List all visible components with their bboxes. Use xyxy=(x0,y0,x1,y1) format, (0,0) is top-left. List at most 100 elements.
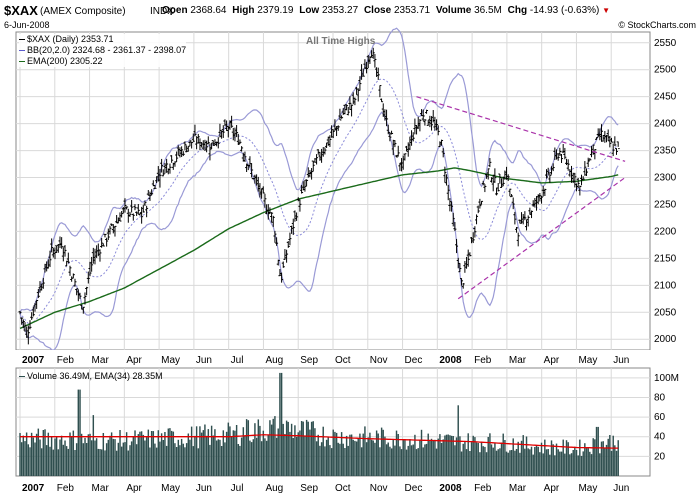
volume-bar xyxy=(555,443,558,476)
volume-bar xyxy=(469,451,471,476)
volume-bar xyxy=(604,448,606,476)
volume-bar xyxy=(595,426,598,476)
price-grid xyxy=(16,32,650,350)
volume-bar xyxy=(312,421,314,476)
x-axis-label-top: Sep xyxy=(300,355,318,366)
price-bar xyxy=(430,116,434,131)
volume-ema-line xyxy=(20,434,619,449)
x-axis-label-bottom: Mar xyxy=(92,483,110,494)
x-axis-label-bottom: Apr xyxy=(544,483,560,494)
price-bar xyxy=(616,141,620,150)
price-bar xyxy=(303,180,307,192)
volume-bar xyxy=(274,416,276,476)
volume-bar xyxy=(185,443,188,476)
volume-bar xyxy=(322,426,324,476)
price-bar xyxy=(240,146,244,152)
volume-bar xyxy=(377,433,379,476)
price-bar xyxy=(281,261,285,268)
price-bar xyxy=(193,124,197,137)
x-axis-label-top: Mar xyxy=(92,355,110,366)
volume-bar xyxy=(215,440,218,476)
volume-bar xyxy=(132,436,135,476)
volume-bar xyxy=(102,433,105,476)
price-bar xyxy=(98,249,102,262)
volume-bar xyxy=(117,442,120,476)
volume-bar xyxy=(397,434,399,476)
volume-bar xyxy=(612,435,614,476)
volume-bar xyxy=(554,455,556,476)
x-axis-label-bottom: Mar xyxy=(509,483,527,494)
volume-bar xyxy=(372,440,374,476)
volume-y-tick-label: 20 xyxy=(654,451,666,462)
volume-bar xyxy=(325,439,328,476)
price-bar xyxy=(418,119,422,132)
volume-bar xyxy=(264,438,266,476)
volume-bar xyxy=(492,447,494,476)
volume-bar xyxy=(275,437,278,476)
price-bar xyxy=(165,158,169,173)
volume-bar xyxy=(452,436,454,476)
volume-bars xyxy=(19,372,619,476)
volume-bar xyxy=(405,449,408,476)
volume-bar xyxy=(22,435,25,476)
price-bar xyxy=(378,85,382,98)
price-bar xyxy=(373,54,377,68)
volume-legend: Volume 36.49M, EMA(34) 28.35M xyxy=(19,371,163,381)
volume-bar xyxy=(19,433,21,476)
volume-bar xyxy=(260,441,263,476)
price-bar xyxy=(196,133,200,144)
legend-price: $XAX (Daily) 2353.71 xyxy=(19,34,186,45)
volume-bar xyxy=(42,430,45,476)
bollinger-bands xyxy=(19,27,619,350)
volume-bar xyxy=(57,449,60,476)
bb-legend-swatch xyxy=(19,50,25,52)
volume-bar xyxy=(174,443,176,476)
volume-bar xyxy=(340,432,343,476)
volume-bar xyxy=(385,444,388,476)
volume-bar xyxy=(187,433,190,476)
volume-bar xyxy=(30,432,33,476)
volume-bar xyxy=(40,448,43,476)
volume-bar xyxy=(424,444,426,476)
volume-bar xyxy=(565,440,568,476)
volume-bar xyxy=(220,446,223,476)
price-bar xyxy=(545,169,549,179)
volume-bar xyxy=(394,445,396,476)
volume-bar xyxy=(332,429,334,476)
volume-bar xyxy=(482,446,484,476)
volume-bar xyxy=(420,429,423,476)
volume-bar xyxy=(362,433,364,476)
low-value: 2353.27 xyxy=(322,5,359,16)
price-bar xyxy=(238,139,242,145)
price-bar xyxy=(496,183,500,192)
price-bar xyxy=(578,185,582,196)
volume-bar xyxy=(559,451,561,476)
price-y-tick-label: 2350 xyxy=(654,146,677,157)
volume-bar xyxy=(600,441,603,476)
price-bar xyxy=(181,151,185,157)
price-bar xyxy=(75,288,79,296)
volume-bar xyxy=(587,448,589,476)
volume-bar xyxy=(462,443,464,476)
volume-bar xyxy=(535,445,538,476)
price-bar xyxy=(206,136,210,145)
volume-bar xyxy=(530,446,533,476)
volume-bar xyxy=(599,453,601,476)
volume-bar xyxy=(542,453,544,476)
volume-bar xyxy=(35,433,38,476)
volume-bar xyxy=(134,430,136,476)
volume-bar xyxy=(224,442,226,476)
volume-bar xyxy=(150,431,153,476)
volume-bar xyxy=(239,445,241,476)
volume-bar xyxy=(300,421,303,476)
volume-bar xyxy=(229,426,231,476)
volume-bar xyxy=(92,415,95,476)
volume-bar xyxy=(90,440,93,476)
price-bar xyxy=(493,168,497,183)
x-axis-label-top: May xyxy=(578,355,597,366)
volume-bar xyxy=(124,442,126,476)
volume-bar xyxy=(402,439,404,476)
volume-bar xyxy=(562,439,564,476)
volume-bar xyxy=(280,372,283,476)
price-bar xyxy=(280,272,284,283)
